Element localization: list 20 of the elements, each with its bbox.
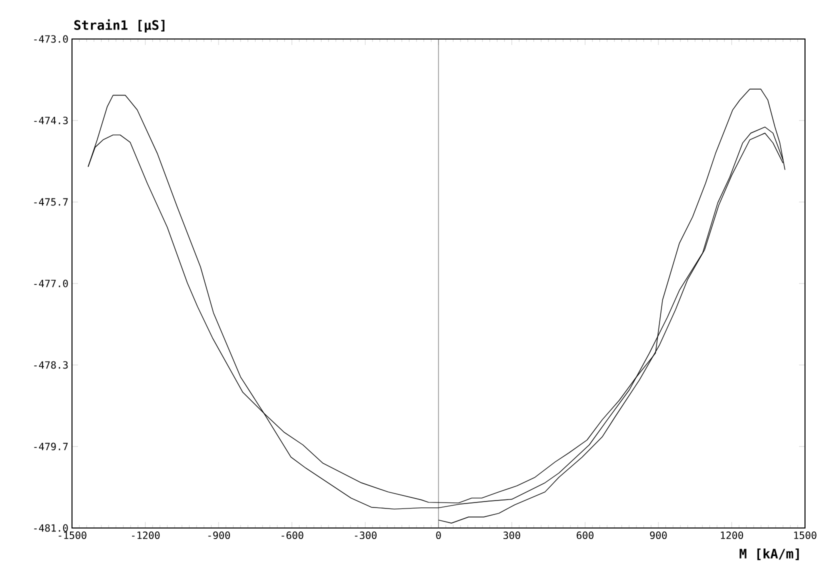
x-tick-label: 300	[503, 532, 520, 540]
x-tick-label: 600	[576, 532, 594, 540]
x-tick-label: 900	[650, 532, 667, 540]
y-tick-label: -473.0	[34, 35, 68, 43]
y-tick-label: -479.7	[34, 442, 68, 450]
y-tick-label: -481.0	[34, 524, 68, 532]
y-tick-label: -478.3	[34, 361, 68, 369]
x-tick-label: 0	[436, 532, 441, 540]
x-tick-label: -300	[354, 532, 377, 540]
y-tick-label: -474.3	[34, 116, 68, 124]
x-tick-label: 1200	[720, 532, 744, 540]
x-tick-label: -900	[208, 532, 230, 540]
x-tick-label: 1500	[794, 532, 816, 540]
y-axis-title: Strain1 [µS]	[74, 19, 164, 32]
y-tick-label: -475.7	[34, 198, 68, 206]
y-tick-label: -477.0	[34, 280, 68, 288]
x-tick-label: -600	[282, 532, 304, 540]
x-axis-title: M [kA/m]	[740, 548, 799, 560]
x-tick-label: -1500	[58, 532, 86, 540]
x-tick-label: -1200	[132, 532, 160, 540]
